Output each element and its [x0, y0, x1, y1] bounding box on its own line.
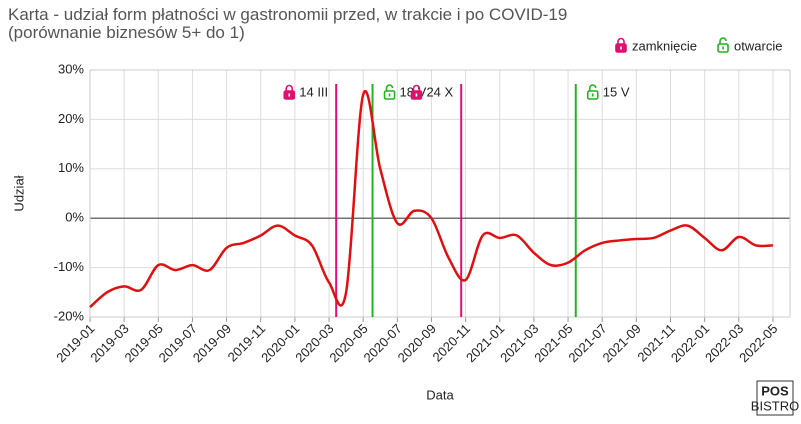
lock-body: [586, 90, 599, 100]
lock-shackle: [385, 84, 394, 91]
lock-shackle: [617, 37, 625, 44]
lock-hole: [388, 93, 391, 97]
x-tick-label: 2022-05: [736, 321, 780, 365]
legend-icon: [717, 37, 729, 53]
lock-shackle: [719, 37, 727, 44]
legend-label: otwarcie: [734, 38, 782, 53]
lock-body: [717, 43, 729, 53]
chart-title: Karta - udział form płatności w gastrono…: [8, 5, 568, 42]
lock-hole: [415, 93, 418, 97]
lock-body: [383, 90, 396, 100]
event-label: 14 III: [299, 84, 328, 99]
event-icon: [283, 84, 296, 100]
logo-text: POS: [761, 383, 789, 398]
lock-hole: [591, 93, 594, 97]
y-tick-label: -20%: [54, 308, 85, 323]
y-tick-label: 10%: [58, 160, 84, 175]
y-axis-label: Udział: [11, 175, 26, 211]
y-tick-label: 20%: [58, 111, 84, 126]
y-tick-label: -10%: [54, 259, 85, 274]
event-icon: [383, 84, 396, 100]
y-tick-label: 0%: [65, 210, 84, 225]
x-tick-label: 2019-09: [190, 321, 234, 365]
y-tick-label: 30%: [58, 61, 84, 76]
lock-hole: [620, 46, 622, 50]
lock-shackle: [588, 84, 597, 91]
event-label: 24 X: [426, 84, 453, 99]
x-tick-label: 2020-09: [395, 321, 439, 365]
plot-border: [89, 69, 791, 318]
event-icon: [410, 84, 423, 100]
legend-icon: [615, 37, 627, 53]
lock-hole: [722, 46, 724, 50]
event-icon: [586, 84, 599, 100]
lock-shackle: [412, 84, 421, 91]
logo-box: [756, 380, 794, 416]
event-label: 15 V: [603, 84, 630, 99]
data-line: [89, 90, 773, 309]
x-axis-label: Data: [426, 387, 454, 402]
logo-text: BISTRO: [751, 398, 799, 413]
x-tick-label: 2021-09: [600, 321, 644, 365]
lock-shackle: [285, 84, 294, 91]
legend-label: zamknięcie: [632, 38, 697, 53]
lock-hole: [288, 93, 291, 97]
